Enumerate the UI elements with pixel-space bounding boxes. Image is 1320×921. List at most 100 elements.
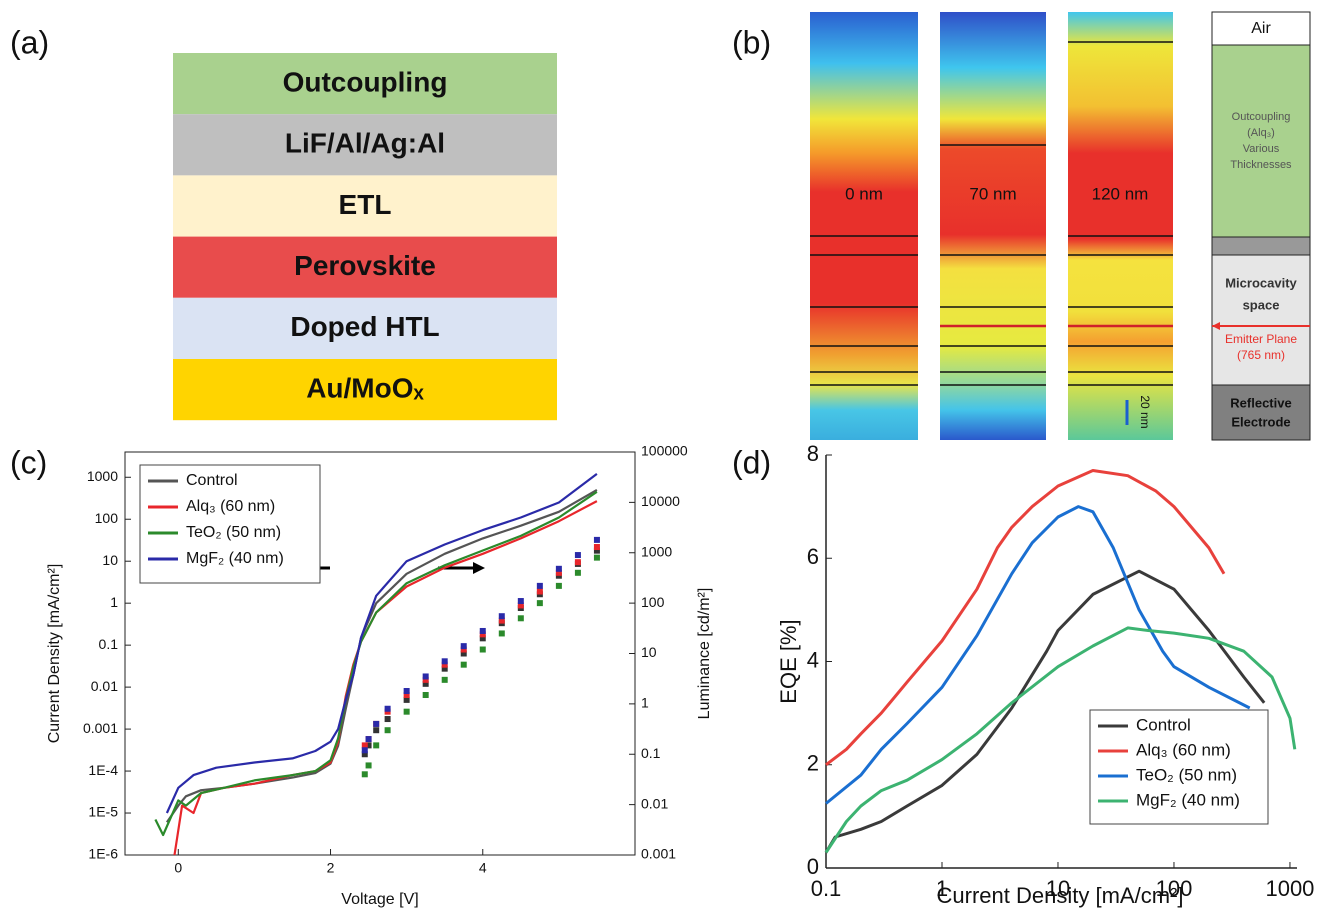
marker — [460, 646, 467, 653]
emitter-label: Emitter Plane — [1225, 332, 1297, 346]
x-tick-label: 100 — [1156, 876, 1193, 901]
data-line — [825, 469, 1226, 766]
column — [810, 12, 918, 440]
legend — [139, 464, 321, 584]
air-layer — [1211, 11, 1311, 46]
legend-label: TeO₂ (50 nm) — [186, 524, 281, 541]
marker — [498, 617, 505, 624]
y-tick-label: 1 — [110, 594, 118, 610]
marker — [555, 582, 562, 589]
marker — [460, 661, 467, 668]
marker — [479, 646, 486, 653]
marker — [361, 747, 368, 754]
marker — [593, 536, 600, 543]
marker — [555, 569, 562, 576]
layer-label: Au/MoOₓ — [306, 372, 424, 403]
y2-tick-label: 100000 — [641, 443, 688, 459]
outcoupling-layer — [1211, 44, 1311, 238]
y-tick-label: 100 — [95, 510, 119, 526]
marker — [517, 615, 524, 622]
marker — [403, 688, 410, 695]
marker — [498, 613, 505, 620]
legend-label: Alq₃ (60 nm) — [186, 498, 275, 515]
data-line — [824, 626, 1297, 854]
legend-label: Control — [1136, 715, 1191, 734]
marker — [365, 762, 372, 769]
marker — [479, 631, 486, 638]
marker — [574, 552, 581, 559]
y-tick-label: 10 — [102, 552, 118, 568]
marker — [441, 665, 448, 672]
air-label: Air — [1251, 20, 1271, 37]
cavity-layer — [1211, 254, 1311, 386]
layer — [173, 114, 557, 176]
column-label: 120 nm — [1092, 184, 1149, 203]
y-tick-label: 6 — [807, 544, 819, 569]
panel-label: (d) — [732, 444, 771, 480]
marker — [460, 650, 467, 657]
marker — [517, 598, 524, 605]
arrow — [1212, 322, 1220, 330]
legend-label: TeO₂ (50 nm) — [1136, 765, 1237, 784]
marker — [365, 736, 372, 743]
x-tick-label: 2 — [327, 860, 335, 876]
panel-label: (a) — [10, 24, 49, 60]
marker — [373, 720, 380, 727]
marker — [422, 673, 429, 680]
marker — [403, 708, 410, 715]
x-tick-label: 0 — [174, 860, 182, 876]
y2-tick-label: 1000 — [641, 543, 672, 559]
panel-label: (c) — [10, 444, 47, 480]
arrow-head — [473, 562, 485, 574]
marker — [536, 582, 543, 589]
marker — [574, 569, 581, 576]
y2-axis-label: Luminance [cd/m²] — [696, 588, 713, 720]
column-label: 0 nm — [845, 184, 883, 203]
layer — [173, 175, 557, 237]
y-tick-label: 0.001 — [83, 720, 118, 736]
marker — [460, 643, 467, 650]
y-tick-label: 1E-6 — [88, 846, 118, 862]
y-tick-label: 1E-5 — [88, 804, 118, 820]
stack-label: Various — [1243, 143, 1280, 155]
metal-layer — [1211, 236, 1311, 256]
legend-label: MgF₂ (40 nm) — [186, 550, 284, 567]
column-label: 70 nm — [969, 184, 1016, 203]
y-tick-label: 4 — [807, 647, 819, 672]
marker — [384, 716, 391, 723]
y-tick-label: 0.01 — [91, 678, 118, 694]
x-axis-label: Voltage [V] — [341, 891, 418, 908]
marker — [441, 658, 448, 665]
legend-label: Control — [186, 472, 238, 489]
y-tick-label: 0 — [807, 854, 819, 879]
data-line — [165, 473, 598, 814]
x-tick-label: 1 — [936, 876, 948, 901]
stack-label: Reflective — [1230, 395, 1291, 410]
column — [940, 12, 1046, 440]
marker — [422, 692, 429, 699]
marker — [361, 742, 368, 749]
data-line — [825, 505, 1251, 805]
y2-tick-label: 100 — [641, 594, 665, 610]
y2-tick-label: 1 — [641, 695, 649, 711]
y-tick-label: 1000 — [87, 468, 118, 484]
marker — [365, 742, 372, 749]
marker — [555, 565, 562, 572]
y-tick-label: 8 — [807, 441, 819, 466]
marker — [441, 676, 448, 683]
marker — [593, 544, 600, 551]
stack-label: Outcoupling — [1232, 111, 1291, 123]
layer-label: Doped HTL — [290, 311, 439, 342]
stack-label: (Alq₃) — [1247, 127, 1275, 139]
layer-label: LiF/Al/Ag:Al — [285, 128, 445, 159]
x-axis-label: Current Density [mA/cm²] — [937, 883, 1184, 908]
column — [1068, 12, 1173, 440]
stack-label: Electrode — [1231, 414, 1290, 429]
y2-tick-label: 0.1 — [641, 745, 661, 761]
field-profile: 0 nm 70 nm 120 nm 20 nm Air Outcoupling … — [810, 11, 1311, 441]
layer — [173, 297, 557, 359]
data-line — [165, 488, 598, 823]
data-line — [824, 569, 1266, 854]
marker — [479, 635, 486, 642]
